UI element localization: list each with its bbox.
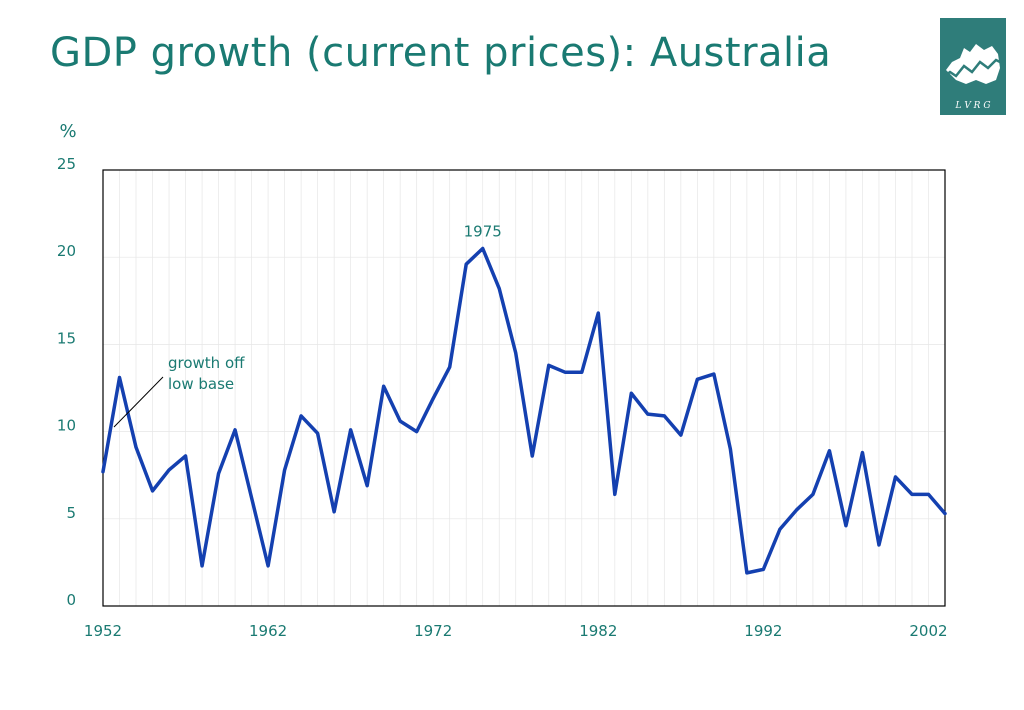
- annotation-growth-off-low-base-label: growth off: [168, 354, 245, 372]
- series-gdp-growth: [101, 246, 947, 575]
- annotation-growth-off-low-base-label: low base: [168, 375, 234, 393]
- y-tick-label: 10: [57, 417, 76, 435]
- y-tick-label: 25: [57, 155, 76, 173]
- x-tick-label: 1962: [249, 622, 287, 640]
- lvrg-logo: L V R G: [940, 18, 1006, 115]
- x-tick-label: 1972: [414, 622, 452, 640]
- plot-area: [102, 169, 946, 607]
- annotation-leader-line: [113, 376, 164, 428]
- y-axis-unit: %: [59, 121, 76, 142]
- y-tick-label: 15: [57, 329, 76, 347]
- logo-map-shape: [946, 44, 1000, 84]
- x-axis: 1952 1962 1972 1982 1992 2002: [84, 622, 948, 640]
- x-tick-label: 1992: [744, 622, 782, 640]
- page-title: GDP growth (current prices): Australia: [50, 30, 832, 76]
- series-line: [101, 246, 947, 575]
- logo-line: [941, 58, 1005, 79]
- y-tick-label: 20: [57, 242, 76, 260]
- y-tick-label: 5: [66, 504, 76, 522]
- x-tick-label: 2002: [909, 622, 947, 640]
- y-axis: 0 5 10 15 20 25: [57, 155, 76, 609]
- logo-text: L V R G: [954, 101, 990, 111]
- y-tick-label: 0: [66, 591, 76, 609]
- x-tick-label: 1982: [579, 622, 617, 640]
- x-tick-label: 1952: [84, 622, 122, 640]
- annotation-1975-label: 1975: [464, 222, 502, 240]
- annotations: 1975 growth off low base: [113, 222, 502, 428]
